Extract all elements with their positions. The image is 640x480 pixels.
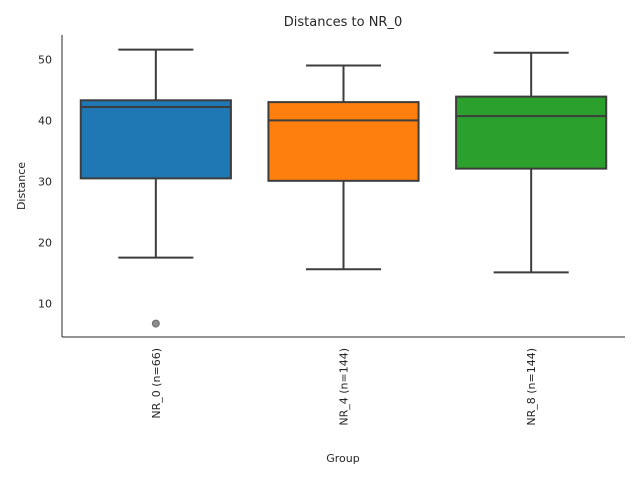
x-ticks: NR_0 (n=66) NR_4 (n=144) NR_8 (n=144) bbox=[150, 348, 538, 426]
plot-area bbox=[79, 48, 608, 328]
outlier-point bbox=[151, 319, 160, 328]
y-tick-label: 50 bbox=[38, 53, 52, 66]
x-axis-label: Group bbox=[326, 452, 360, 465]
box bbox=[267, 101, 420, 182]
box-group bbox=[79, 48, 232, 328]
y-axis-label: Distance bbox=[15, 162, 28, 210]
x-tick-label: NR_4 (n=144) bbox=[338, 348, 351, 426]
x-tick-label: NR_8 (n=144) bbox=[525, 348, 538, 426]
box-group bbox=[267, 64, 420, 271]
y-tick-label: 10 bbox=[38, 297, 52, 310]
y-tick-label: 40 bbox=[38, 114, 52, 127]
y-tick-label: 30 bbox=[38, 175, 52, 188]
chart-title: Distances to NR_0 bbox=[284, 15, 402, 30]
y-tick-label: 20 bbox=[38, 236, 52, 249]
box-group bbox=[455, 51, 608, 274]
box bbox=[79, 99, 232, 180]
y-ticks: 10 20 30 40 50 bbox=[38, 53, 52, 310]
box bbox=[455, 95, 608, 170]
x-tick-label: NR_0 (n=66) bbox=[150, 348, 163, 419]
